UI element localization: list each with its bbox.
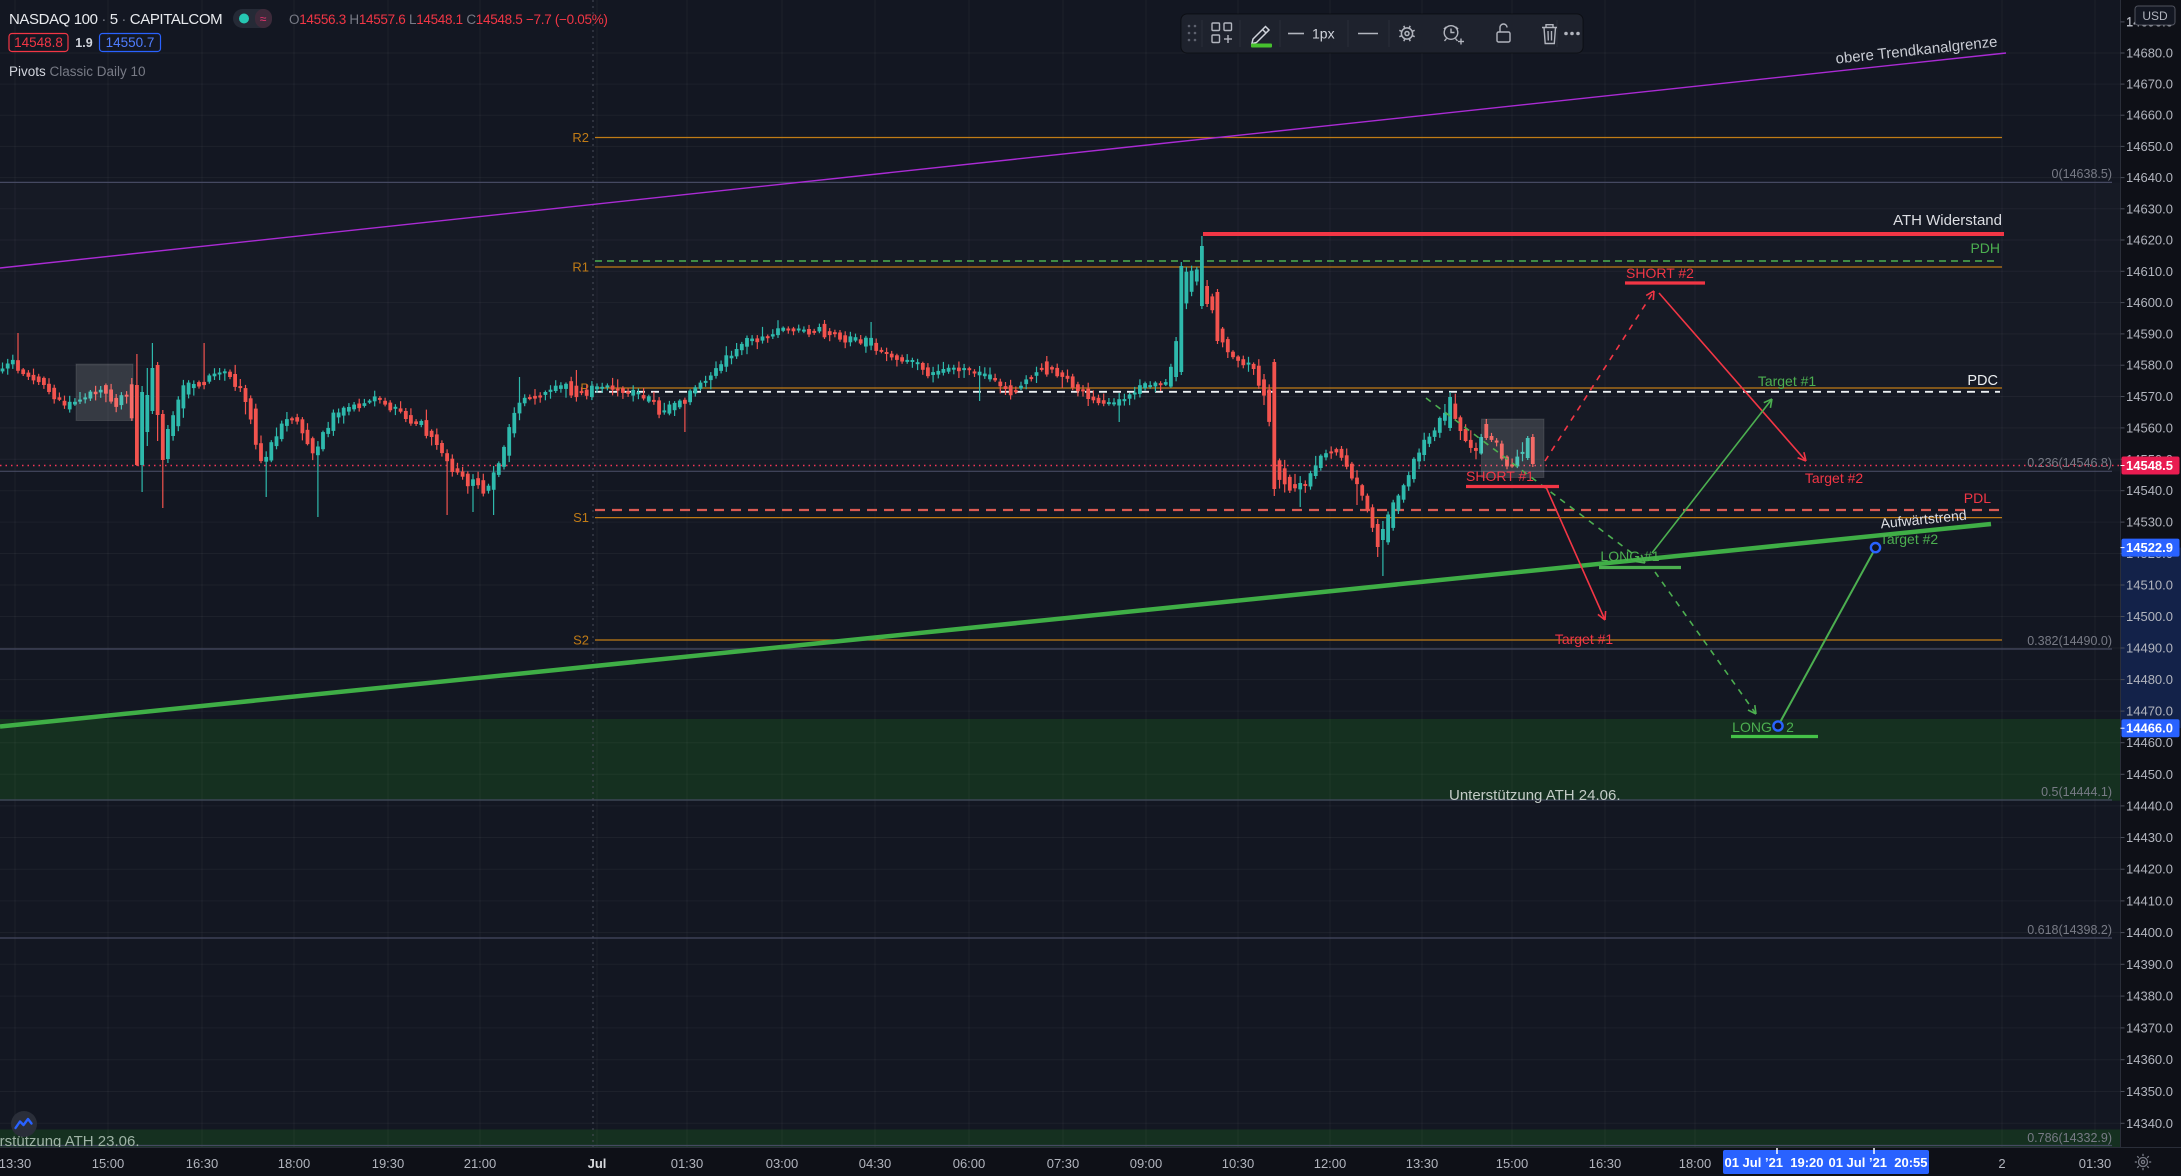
svg-text:14680.0: 14680.0 xyxy=(2126,46,2173,61)
svg-text:0(14638.5): 0(14638.5) xyxy=(2052,167,2112,181)
svg-text:07:30: 07:30 xyxy=(1047,1156,1080,1171)
svg-text:14550.7: 14550.7 xyxy=(106,35,155,50)
svg-text:01:30: 01:30 xyxy=(671,1156,704,1171)
svg-text:0.618(14398.2): 0.618(14398.2) xyxy=(2027,923,2112,937)
svg-text:01 Jul ’21 19:20: 01 Jul ’21 19:20 xyxy=(1724,1155,1823,1170)
svg-text:14670.0: 14670.0 xyxy=(2126,77,2173,92)
svg-text:1px: 1px xyxy=(1312,26,1335,42)
svg-text:14400.0: 14400.0 xyxy=(2126,925,2173,940)
svg-text:Unterstützung ATH 24.06.: Unterstützung ATH 24.06. xyxy=(1449,787,1620,804)
svg-text:09:00: 09:00 xyxy=(1130,1156,1163,1171)
svg-text:14460.0: 14460.0 xyxy=(2126,735,2173,750)
svg-text:16:30: 16:30 xyxy=(1589,1156,1622,1171)
svg-text:PDH: PDH xyxy=(1970,240,2000,256)
svg-text:≈: ≈ xyxy=(260,12,267,26)
svg-text:SHORT #2: SHORT #2 xyxy=(1626,265,1694,281)
svg-text:14620.0: 14620.0 xyxy=(2126,233,2173,248)
svg-text:15:00: 15:00 xyxy=(92,1156,125,1171)
svg-text:01:30: 01:30 xyxy=(2079,1156,2112,1171)
svg-text:14650.0: 14650.0 xyxy=(2126,139,2173,154)
svg-text:2: 2 xyxy=(1786,719,1794,735)
svg-text:Jul: Jul xyxy=(588,1156,607,1171)
svg-text:12:00: 12:00 xyxy=(1314,1156,1347,1171)
svg-text:USD: USD xyxy=(2142,9,2168,23)
svg-text:14360.0: 14360.0 xyxy=(2126,1052,2173,1067)
svg-text:18:00: 18:00 xyxy=(1679,1156,1712,1171)
svg-text:04:30: 04:30 xyxy=(859,1156,892,1171)
svg-text:R1: R1 xyxy=(572,260,589,275)
svg-text:Target #2: Target #2 xyxy=(1880,531,1939,547)
svg-text:10:30: 10:30 xyxy=(1222,1156,1255,1171)
svg-text:14560.0: 14560.0 xyxy=(2126,420,2173,435)
svg-text:14480.0: 14480.0 xyxy=(2126,672,2173,687)
svg-text:13:30: 13:30 xyxy=(0,1156,31,1171)
svg-text:S2: S2 xyxy=(573,633,589,648)
svg-text:14548.8: 14548.8 xyxy=(14,35,63,50)
svg-text:NASDAQ 100 · 5 · CAPITALCOM: NASDAQ 100 · 5 · CAPITALCOM xyxy=(9,11,222,28)
svg-text:14450.0: 14450.0 xyxy=(2126,767,2173,782)
svg-text:0.786(14332.9): 0.786(14332.9) xyxy=(2027,1131,2112,1145)
svg-text:0.5(14444.1): 0.5(14444.1) xyxy=(2041,785,2112,799)
svg-text:14600.0: 14600.0 xyxy=(2126,295,2173,310)
svg-text:14370.0: 14370.0 xyxy=(2126,1020,2173,1035)
svg-text:14640.0: 14640.0 xyxy=(2126,170,2173,185)
svg-text:14540.0: 14540.0 xyxy=(2126,483,2173,498)
svg-text:19:30: 19:30 xyxy=(372,1156,405,1171)
svg-text:14490.0: 14490.0 xyxy=(2126,641,2173,656)
svg-text:13:30: 13:30 xyxy=(1406,1156,1439,1171)
svg-text:14660.0: 14660.0 xyxy=(2126,108,2173,123)
svg-text:14590.0: 14590.0 xyxy=(2126,326,2173,341)
svg-text:0.236(14546.8): 0.236(14546.8) xyxy=(2027,456,2112,470)
svg-text:14610.0: 14610.0 xyxy=(2126,264,2173,279)
svg-text:S1: S1 xyxy=(573,510,589,525)
svg-text:ATH Widerstand: ATH Widerstand xyxy=(1893,212,2002,229)
svg-text:14580.0: 14580.0 xyxy=(2126,358,2173,373)
svg-text:14380.0: 14380.0 xyxy=(2126,989,2173,1004)
svg-text:Pivots Classic Daily 10: Pivots Classic Daily 10 xyxy=(9,64,146,79)
svg-text:14350.0: 14350.0 xyxy=(2126,1084,2173,1099)
svg-text:R2: R2 xyxy=(572,130,589,145)
svg-text:LONG: LONG xyxy=(1732,719,1772,735)
svg-text:P: P xyxy=(580,381,589,396)
svg-text:PDL: PDL xyxy=(1964,490,1991,506)
svg-text:0.382(14490.0): 0.382(14490.0) xyxy=(2027,634,2112,648)
svg-text:14548.5: 14548.5 xyxy=(2126,458,2173,473)
svg-text:Target #1: Target #1 xyxy=(1555,631,1614,647)
svg-text:21:00: 21:00 xyxy=(464,1156,497,1171)
svg-text:14420.0: 14420.0 xyxy=(2126,862,2173,877)
svg-text:Target #1: Target #1 xyxy=(1758,373,1817,389)
svg-text:14430.0: 14430.0 xyxy=(2126,830,2173,845)
svg-text:06:00: 06:00 xyxy=(953,1156,986,1171)
svg-text:03:00: 03:00 xyxy=(766,1156,799,1171)
svg-text:14570.0: 14570.0 xyxy=(2126,389,2173,404)
svg-text:PDC: PDC xyxy=(1967,373,1998,389)
svg-text:14500.0: 14500.0 xyxy=(2126,609,2173,624)
svg-text:14466.0: 14466.0 xyxy=(2126,721,2173,736)
svg-text:SHORT #1: SHORT #1 xyxy=(1466,468,1534,484)
svg-text:14440.0: 14440.0 xyxy=(2126,798,2173,813)
svg-text:Unterstützung ATH 23.06.: Unterstützung ATH 23.06. xyxy=(0,1133,139,1150)
svg-text:14630.0: 14630.0 xyxy=(2126,201,2173,216)
svg-text:01 Jul ’21 20:55: 01 Jul ’21 20:55 xyxy=(1828,1155,1927,1170)
svg-text:14470.0: 14470.0 xyxy=(2126,704,2173,719)
svg-text:14340.0: 14340.0 xyxy=(2126,1116,2173,1131)
svg-text:Target #2: Target #2 xyxy=(1805,470,1864,486)
svg-text:1.9: 1.9 xyxy=(75,36,92,50)
svg-text:15:00: 15:00 xyxy=(1496,1156,1529,1171)
svg-text:14522.9: 14522.9 xyxy=(2126,540,2173,555)
svg-text:14530.0: 14530.0 xyxy=(2126,515,2173,530)
svg-text:16:30: 16:30 xyxy=(186,1156,219,1171)
svg-text:2: 2 xyxy=(1998,1156,2005,1171)
svg-text:O14556.3 H14557.6 L14548.1 C14: O14556.3 H14557.6 L14548.1 C14548.5 −7.7… xyxy=(289,12,608,27)
svg-text:14390.0: 14390.0 xyxy=(2126,957,2173,972)
svg-text:LONG #1: LONG #1 xyxy=(1600,548,1659,564)
svg-text:14410.0: 14410.0 xyxy=(2126,893,2173,908)
svg-text:14510.0: 14510.0 xyxy=(2126,578,2173,593)
svg-text:18:00: 18:00 xyxy=(278,1156,311,1171)
